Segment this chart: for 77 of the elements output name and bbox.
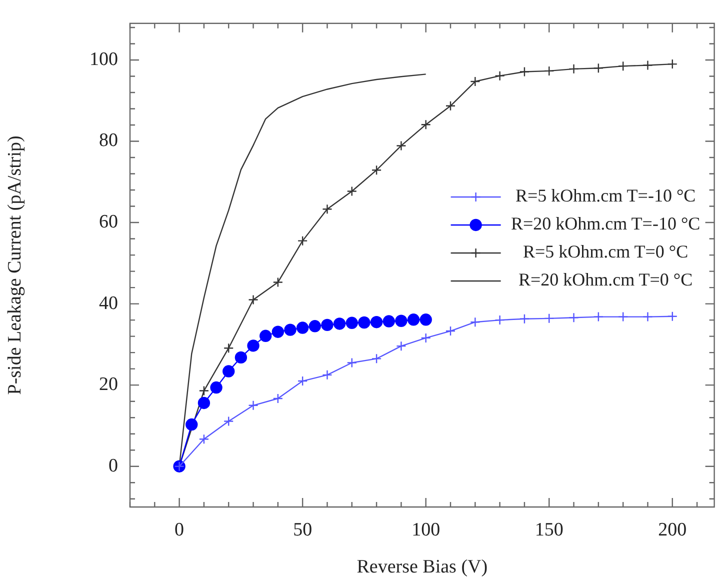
- point: [420, 119, 431, 130]
- point: [346, 316, 358, 330]
- point: [210, 381, 222, 394]
- point: [445, 326, 456, 336]
- x-axis-title: Reverse Bias (V): [356, 556, 488, 578]
- point: [519, 314, 530, 324]
- x-tick-label: 100: [412, 519, 440, 540]
- point: [333, 318, 346, 330]
- point: [321, 318, 334, 332]
- point: [618, 60, 628, 72]
- point: [445, 100, 456, 111]
- point: [470, 76, 480, 87]
- legend-label: R=5 kOhm.cm T=-10 °C: [515, 186, 696, 206]
- point: [642, 60, 653, 70]
- point: [322, 370, 332, 380]
- point: [284, 324, 296, 336]
- point: [667, 311, 678, 322]
- point: [494, 314, 505, 326]
- point: [382, 315, 395, 328]
- x-tick-label: 150: [534, 519, 564, 540]
- point: [224, 416, 234, 426]
- point: [470, 316, 480, 328]
- x-tick-label: 50: [293, 519, 312, 540]
- point: [186, 418, 198, 431]
- point: [198, 434, 210, 444]
- point: [346, 358, 357, 368]
- point: [371, 165, 382, 176]
- point: [420, 314, 432, 326]
- point: [247, 340, 260, 352]
- point: [593, 312, 604, 322]
- legend-label: R=20 kOhm.cm T=-10 °C: [510, 214, 700, 234]
- point: [642, 312, 653, 322]
- point: [198, 396, 210, 410]
- point: [272, 277, 284, 288]
- point: [222, 365, 235, 378]
- point: [297, 236, 308, 246]
- point: [370, 316, 383, 328]
- point: [618, 312, 628, 322]
- legend-label: R=5 kOhm.cm T=0 °C: [522, 242, 688, 262]
- legend-label: R=20 kOhm.cm T=0 °C: [518, 270, 693, 290]
- point: [544, 313, 554, 324]
- point: [297, 376, 308, 386]
- point: [544, 66, 554, 76]
- point: [667, 58, 678, 70]
- y-tick-label: 100: [90, 48, 118, 70]
- point: [248, 400, 258, 411]
- point: [224, 343, 234, 354]
- point: [395, 314, 408, 327]
- y-axis-title: P-side Leakage Current (pA/strip): [4, 136, 26, 395]
- point: [396, 140, 406, 151]
- point: [519, 66, 530, 77]
- x-tick-label: 0: [174, 519, 184, 540]
- point: [407, 314, 420, 326]
- y-tick-label: 20: [99, 374, 118, 396]
- point: [296, 322, 309, 334]
- point: [593, 63, 604, 74]
- y-tick-label: 0: [108, 455, 118, 476]
- y-tick-label: 40: [99, 292, 118, 314]
- y-tick-label: 80: [99, 130, 118, 152]
- point: [259, 330, 272, 342]
- point: [308, 320, 322, 332]
- y-tick-label: 60: [99, 212, 118, 233]
- point: [396, 340, 406, 352]
- point: [568, 64, 579, 74]
- point: [234, 351, 248, 364]
- x-tick-label: 200: [658, 519, 687, 540]
- point: [358, 316, 370, 329]
- point: [494, 70, 505, 81]
- point: [322, 204, 332, 214]
- point: [248, 294, 258, 305]
- point: [272, 326, 284, 338]
- point: [198, 386, 210, 396]
- point: [568, 312, 579, 323]
- point: [346, 186, 357, 196]
- point: [420, 332, 431, 344]
- point: [371, 354, 382, 364]
- point: [272, 393, 284, 404]
